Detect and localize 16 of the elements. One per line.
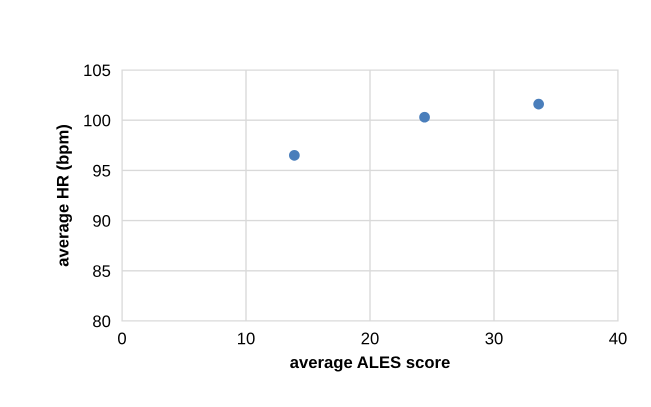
x-tick-label: 30 <box>485 332 503 344</box>
x-tick-label: 10 <box>238 332 255 344</box>
y-tick-label: 80 <box>93 315 110 328</box>
y-tick-label: 95 <box>93 164 110 177</box>
point <box>289 150 300 161</box>
x-axis-title: average ALES score <box>290 356 450 372</box>
y-axis-title: average HR (bpm) <box>56 125 72 266</box>
y-tick-label: 85 <box>93 265 110 278</box>
x-tick-label: 40 <box>609 332 627 344</box>
x-tick-label: 20 <box>362 332 379 344</box>
x-tick-label: 0 <box>118 332 126 344</box>
point <box>419 112 430 123</box>
y-tick-label: 105 <box>84 64 110 76</box>
y-tick-label: 100 <box>84 114 110 126</box>
point <box>533 98 544 110</box>
y-tick-label: 90 <box>93 215 110 227</box>
